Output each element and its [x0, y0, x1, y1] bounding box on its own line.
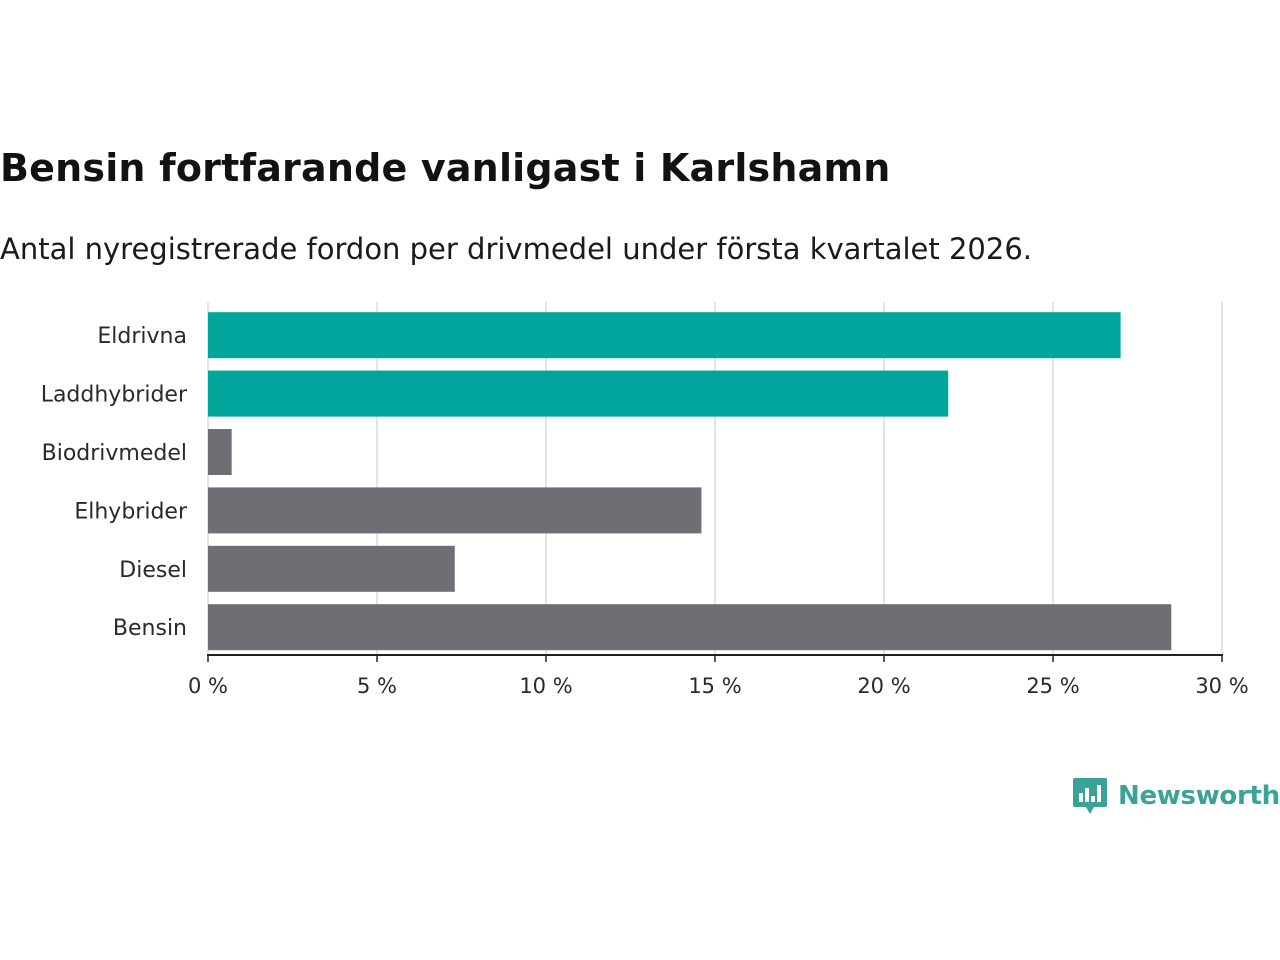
- axis-layer: [207, 654, 1223, 662]
- brand-name: Newsworthy: [1118, 781, 1280, 811]
- chart-subtitle: Antal nyregistrerade fordon per drivmede…: [0, 232, 1033, 266]
- x-tick-label: 15 %: [688, 674, 741, 698]
- x-tick-label: 20 %: [857, 674, 910, 698]
- category-label: Bensin: [113, 616, 187, 641]
- bar-layer: [208, 312, 1172, 651]
- bar-laddhybrider: [208, 370, 949, 417]
- brand-logo: Newsworthy: [1072, 776, 1280, 816]
- x-tick-label: 10 %: [519, 674, 572, 698]
- category-label: Eldrivna: [97, 324, 187, 349]
- bar-biodrivmedel: [208, 429, 232, 475]
- label-layer: 0 % 5 % 10 % 15 % 20 % 25 % 30 % Eldrivna Laddhy…: [41, 324, 1249, 698]
- bar-chart: 0 % 5 % 10 % 15 % 20 % 25 % 30 % Eldrivna Laddhy…: [41, 302, 1249, 698]
- bar-diesel: [208, 545, 455, 592]
- x-tick-label: 30 %: [1195, 674, 1248, 698]
- category-label: Biodrivmedel: [42, 441, 187, 466]
- category-label: Diesel: [119, 558, 187, 583]
- bar-eldrivna: [208, 312, 1121, 359]
- bar-elhybrider: [208, 487, 702, 534]
- chart-title: Bensin fortfarande vanligast i Karlshamn: [0, 146, 891, 190]
- bar-bensin: [208, 604, 1172, 651]
- grid-layer: [207, 302, 1223, 655]
- category-label: Elhybrider: [74, 499, 188, 524]
- x-tick-label: 5 %: [357, 674, 397, 698]
- category-label: Laddhybrider: [41, 383, 188, 408]
- x-tick-label: 0 %: [188, 674, 228, 698]
- newsworthy-logo-icon: [1073, 778, 1107, 814]
- x-tick-label: 25 %: [1026, 674, 1079, 698]
